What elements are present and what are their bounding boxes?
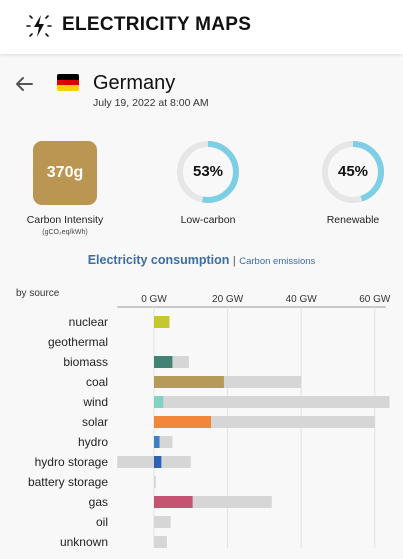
category-label: solar <box>82 415 108 429</box>
production-bar <box>154 396 164 408</box>
app-header: ELECTRICITY MAPS <box>0 0 403 54</box>
category-label: coal <box>86 375 108 389</box>
category-label: oil <box>96 515 108 529</box>
x-tick-label: 20 GW <box>212 294 244 305</box>
chart-tabs: Electricity consumption | Carbon emissio… <box>0 253 403 267</box>
category-label: hydro <box>78 435 108 449</box>
brand-title: ELECTRICITY MAPS <box>62 14 252 35</box>
zone-name: Germany <box>93 72 176 94</box>
low-carbon-label: Low-carbon <box>180 214 236 226</box>
x-tick-label: 0 GW <box>141 294 167 305</box>
chart-by-source-label: by source <box>16 288 60 299</box>
tab-carbon-emissions[interactable]: Carbon emissions <box>239 256 316 267</box>
category-label: unknown <box>60 535 108 549</box>
production-bar <box>154 456 162 468</box>
renewable-label: Renewable <box>326 214 380 226</box>
x-tick-label: 40 GW <box>286 294 318 305</box>
x-tick-label: 60 GW <box>359 294 391 305</box>
carbon-intensity-label: Carbon Intensity <box>26 214 104 226</box>
capacity-bar <box>154 396 390 408</box>
category-label: wind <box>82 395 108 409</box>
production-bar <box>154 496 193 508</box>
category-label: gas <box>89 495 108 509</box>
category-label: nuclear <box>69 315 108 329</box>
category-label: battery storage <box>28 475 108 489</box>
category-label: hydro storage <box>35 455 109 469</box>
back-arrow-icon[interactable] <box>12 72 36 96</box>
production-bar <box>154 356 173 368</box>
production-bar <box>154 436 160 448</box>
tab-electricity-consumption[interactable]: Electricity consumption <box>87 253 230 267</box>
production-bar <box>154 376 224 388</box>
category-label: geothermal <box>48 335 108 349</box>
renewable-ring <box>322 141 384 203</box>
lightning-bolt-icon <box>26 15 52 37</box>
tab-separator: | <box>232 255 236 267</box>
capacity-bar <box>154 516 171 528</box>
production-bar <box>154 416 212 428</box>
production-bar-chart: 0 GW 20 GW 40 GW 60 GW nuclear geothermal biom… <box>28 294 391 549</box>
low-carbon-ring <box>177 141 239 203</box>
capacity-bar <box>154 476 156 488</box>
carbon-intensity-unit: (gCO₂eq/kWh) <box>42 229 88 236</box>
category-label: biomass <box>63 355 108 369</box>
renewable-percent: 45% <box>337 163 369 180</box>
capacity-bar <box>154 536 167 548</box>
carbon-intensity-badge: 370g <box>33 141 97 205</box>
production-bar <box>154 316 170 328</box>
germany-flag-icon <box>57 74 79 91</box>
zone-datetime: July 19, 2022 at 8:00 AM <box>93 97 209 109</box>
low-carbon-percent: 53% <box>192 163 224 180</box>
